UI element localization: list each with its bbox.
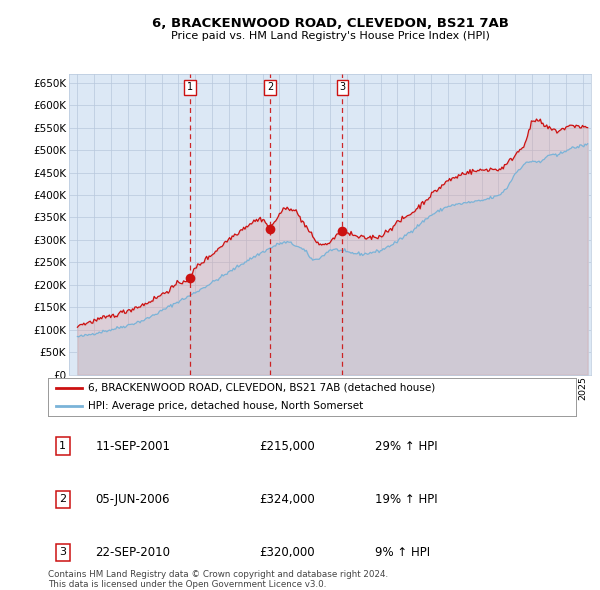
Text: £320,000: £320,000 <box>259 546 315 559</box>
Text: 3: 3 <box>59 548 66 557</box>
Text: 29% ↑ HPI: 29% ↑ HPI <box>376 440 438 453</box>
Text: 1: 1 <box>187 82 193 92</box>
Text: £215,000: £215,000 <box>259 440 315 453</box>
Text: 9% ↑ HPI: 9% ↑ HPI <box>376 546 430 559</box>
Text: 3: 3 <box>339 82 346 92</box>
Text: 2: 2 <box>267 82 273 92</box>
Text: £324,000: £324,000 <box>259 493 315 506</box>
Text: 6, BRACKENWOOD ROAD, CLEVEDON, BS21 7AB: 6, BRACKENWOOD ROAD, CLEVEDON, BS21 7AB <box>152 17 508 30</box>
Text: 19% ↑ HPI: 19% ↑ HPI <box>376 493 438 506</box>
Text: This data is licensed under the Open Government Licence v3.0.: This data is licensed under the Open Gov… <box>48 581 326 589</box>
Text: Contains HM Land Registry data © Crown copyright and database right 2024.: Contains HM Land Registry data © Crown c… <box>48 571 388 579</box>
Text: 6, BRACKENWOOD ROAD, CLEVEDON, BS21 7AB (detached house): 6, BRACKENWOOD ROAD, CLEVEDON, BS21 7AB … <box>88 383 435 393</box>
Text: 22-SEP-2010: 22-SEP-2010 <box>95 546 170 559</box>
Text: 11-SEP-2001: 11-SEP-2001 <box>95 440 170 453</box>
Text: 05-JUN-2006: 05-JUN-2006 <box>95 493 170 506</box>
Text: 2: 2 <box>59 494 67 504</box>
Text: HPI: Average price, detached house, North Somerset: HPI: Average price, detached house, Nort… <box>88 401 363 411</box>
Text: 1: 1 <box>59 441 66 451</box>
Text: Price paid vs. HM Land Registry's House Price Index (HPI): Price paid vs. HM Land Registry's House … <box>170 31 490 41</box>
